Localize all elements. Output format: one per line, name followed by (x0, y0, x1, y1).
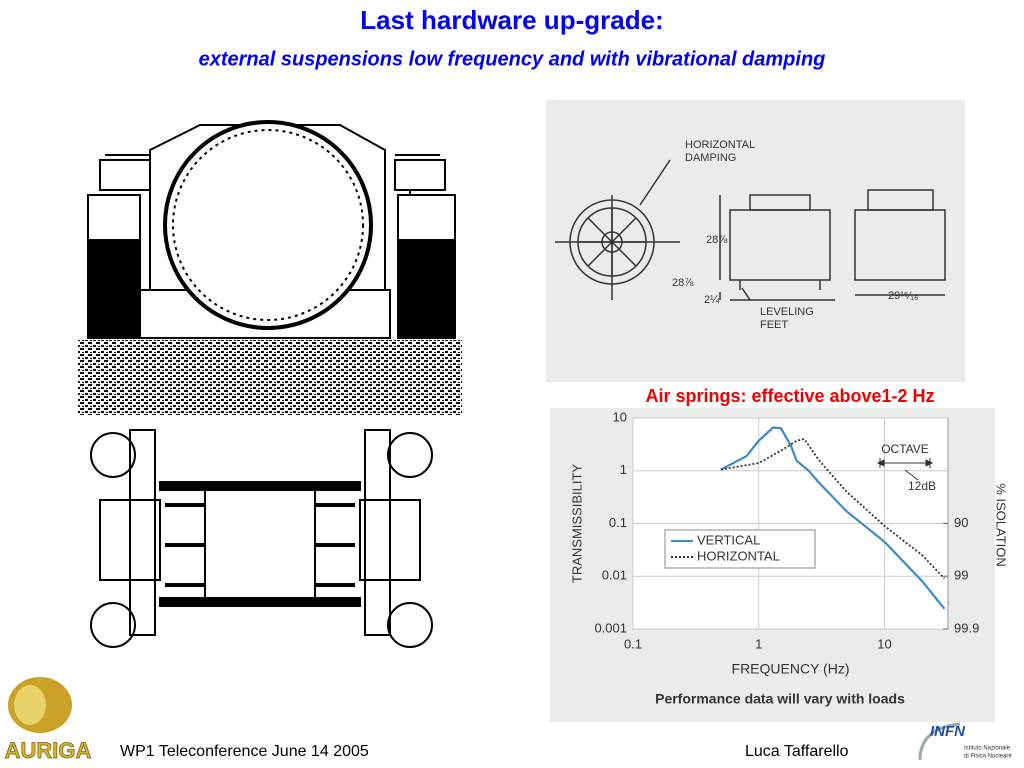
chart-note: Performance data will vary with loads (655, 691, 905, 707)
y-tick-label: 10 (613, 409, 627, 424)
y-tick-label: 0.1 (609, 515, 627, 530)
series-line (720, 437, 946, 580)
annotation: OCTAVE (881, 442, 929, 456)
x-tick-label: 10 (877, 636, 891, 651)
dimension-label: DAMPING (685, 152, 736, 164)
y2-tick-label: 99.9 (954, 620, 979, 635)
dimension-label: FEET (760, 319, 788, 331)
logo-left: AURIGA (5, 738, 92, 763)
caption: Air springs: effective above1-2 Hz (645, 386, 934, 406)
dimension-label: LEVELING (760, 306, 814, 318)
title: Last hardware up-grade: (360, 5, 663, 35)
y-tick-label: 0.001 (594, 620, 627, 635)
suspension-drawing (78, 120, 462, 648)
diagram-bg (546, 100, 965, 382)
y2-axis-label: % ISOLATION (994, 483, 1009, 567)
x-tick-label: 1 (755, 636, 762, 651)
legend-box (664, 529, 816, 569)
auriga-logo: AURIGA (4, 677, 92, 763)
legend-label: HORIZONTAL (697, 548, 780, 563)
dimension-label: 29¹⁵⁄₁₆ (888, 290, 918, 302)
logo-right: INFN (930, 723, 966, 740)
dimension-label: 2¼ (704, 294, 720, 306)
annotation-arrow (876, 458, 934, 481)
y-tick-label: 0.01 (602, 568, 627, 583)
annotation: 12dB (908, 479, 936, 493)
institute: di Fisica Nucleare (964, 754, 1012, 760)
footer-right: Luca Taffarello (745, 743, 849, 760)
infn-arc (918, 722, 961, 761)
dimension-label: 28⅞ (706, 234, 728, 246)
x-axis-label: FREQUENCY (Hz) (732, 661, 850, 677)
y-tick-label: 1 (620, 462, 627, 477)
dimension-drawing (555, 159, 946, 301)
y2-tick-label: 99 (954, 568, 968, 583)
y2-tick-label: 90 (954, 515, 968, 530)
institute: Istituto Nazionale (964, 746, 1011, 752)
legend-label: VERTICAL (697, 532, 760, 547)
chart: 0.001 0.01 0.1 1 10 0.1 1 10 90 99 99.9 FREQUENCY (… (569, 409, 1008, 706)
subtitle: external suspensions low frequency and w… (199, 48, 826, 70)
x-tick-label: 0.1 (624, 636, 642, 651)
footer-left: WP1 Teleconference June 14 2005 (120, 743, 369, 760)
dimension-label: HORIZONTAL (685, 139, 755, 151)
dimension-label: 28⅞ (672, 277, 694, 289)
y-axis-label: TRANSMISSIBILITY (569, 464, 584, 584)
series-line (720, 426, 946, 610)
